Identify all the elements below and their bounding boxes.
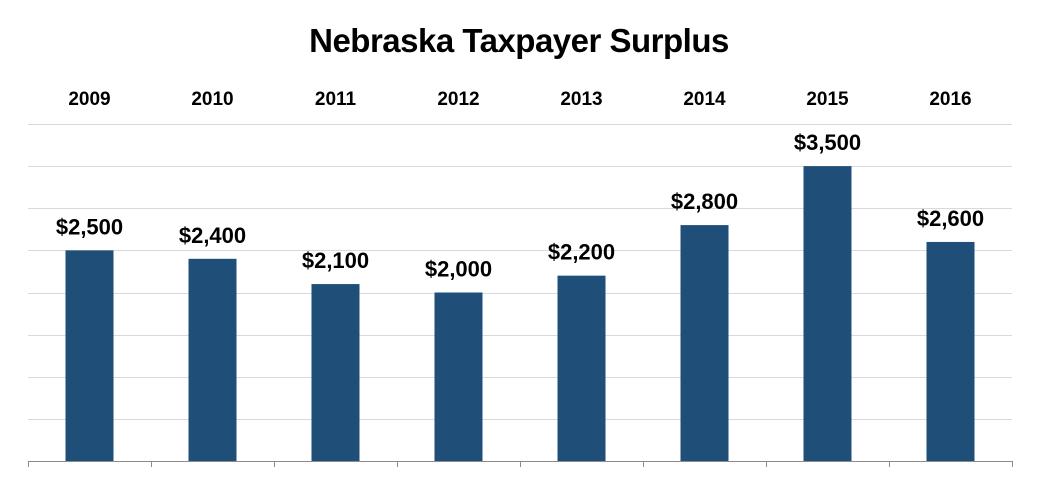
data-label-2012: $2,000	[425, 257, 492, 282]
category-label-2011: 2011	[315, 89, 357, 110]
data-label-2015: $3,500	[794, 130, 861, 155]
category-label-2010: 2010	[191, 89, 233, 110]
bar-2014	[680, 225, 729, 461]
chart-title: Nebraska Taxpayer Surplus	[309, 22, 729, 59]
labels: $2,500 2009 $2,400 2010 $2,100 2011 $2,000 2012…	[56, 89, 984, 282]
data-label-2009: $2,500	[56, 214, 123, 239]
bar-2015	[803, 166, 852, 461]
category-label-2015: 2015	[806, 89, 849, 110]
category-label-2009: 2009	[68, 89, 110, 110]
data-label-2011: $2,100	[302, 248, 369, 273]
data-label-2013: $2,200	[548, 240, 615, 265]
bar-2012	[434, 292, 483, 461]
bar-2009	[65, 250, 114, 461]
category-label-2013: 2013	[560, 89, 602, 110]
data-label-2010: $2,400	[179, 223, 246, 248]
data-label-2014: $2,800	[671, 189, 738, 214]
bars	[65, 166, 975, 461]
x-axis	[28, 461, 1013, 467]
category-label-2014: 2014	[683, 89, 726, 110]
bar-2011	[311, 284, 360, 461]
category-label-2012: 2012	[437, 89, 479, 110]
bar-2013	[557, 275, 606, 461]
category-label-2016: 2016	[929, 89, 971, 110]
bar-2016	[926, 241, 975, 461]
data-label-2016: $2,600	[917, 206, 984, 231]
gridlines	[28, 124, 1012, 420]
bar-2010	[188, 258, 237, 461]
